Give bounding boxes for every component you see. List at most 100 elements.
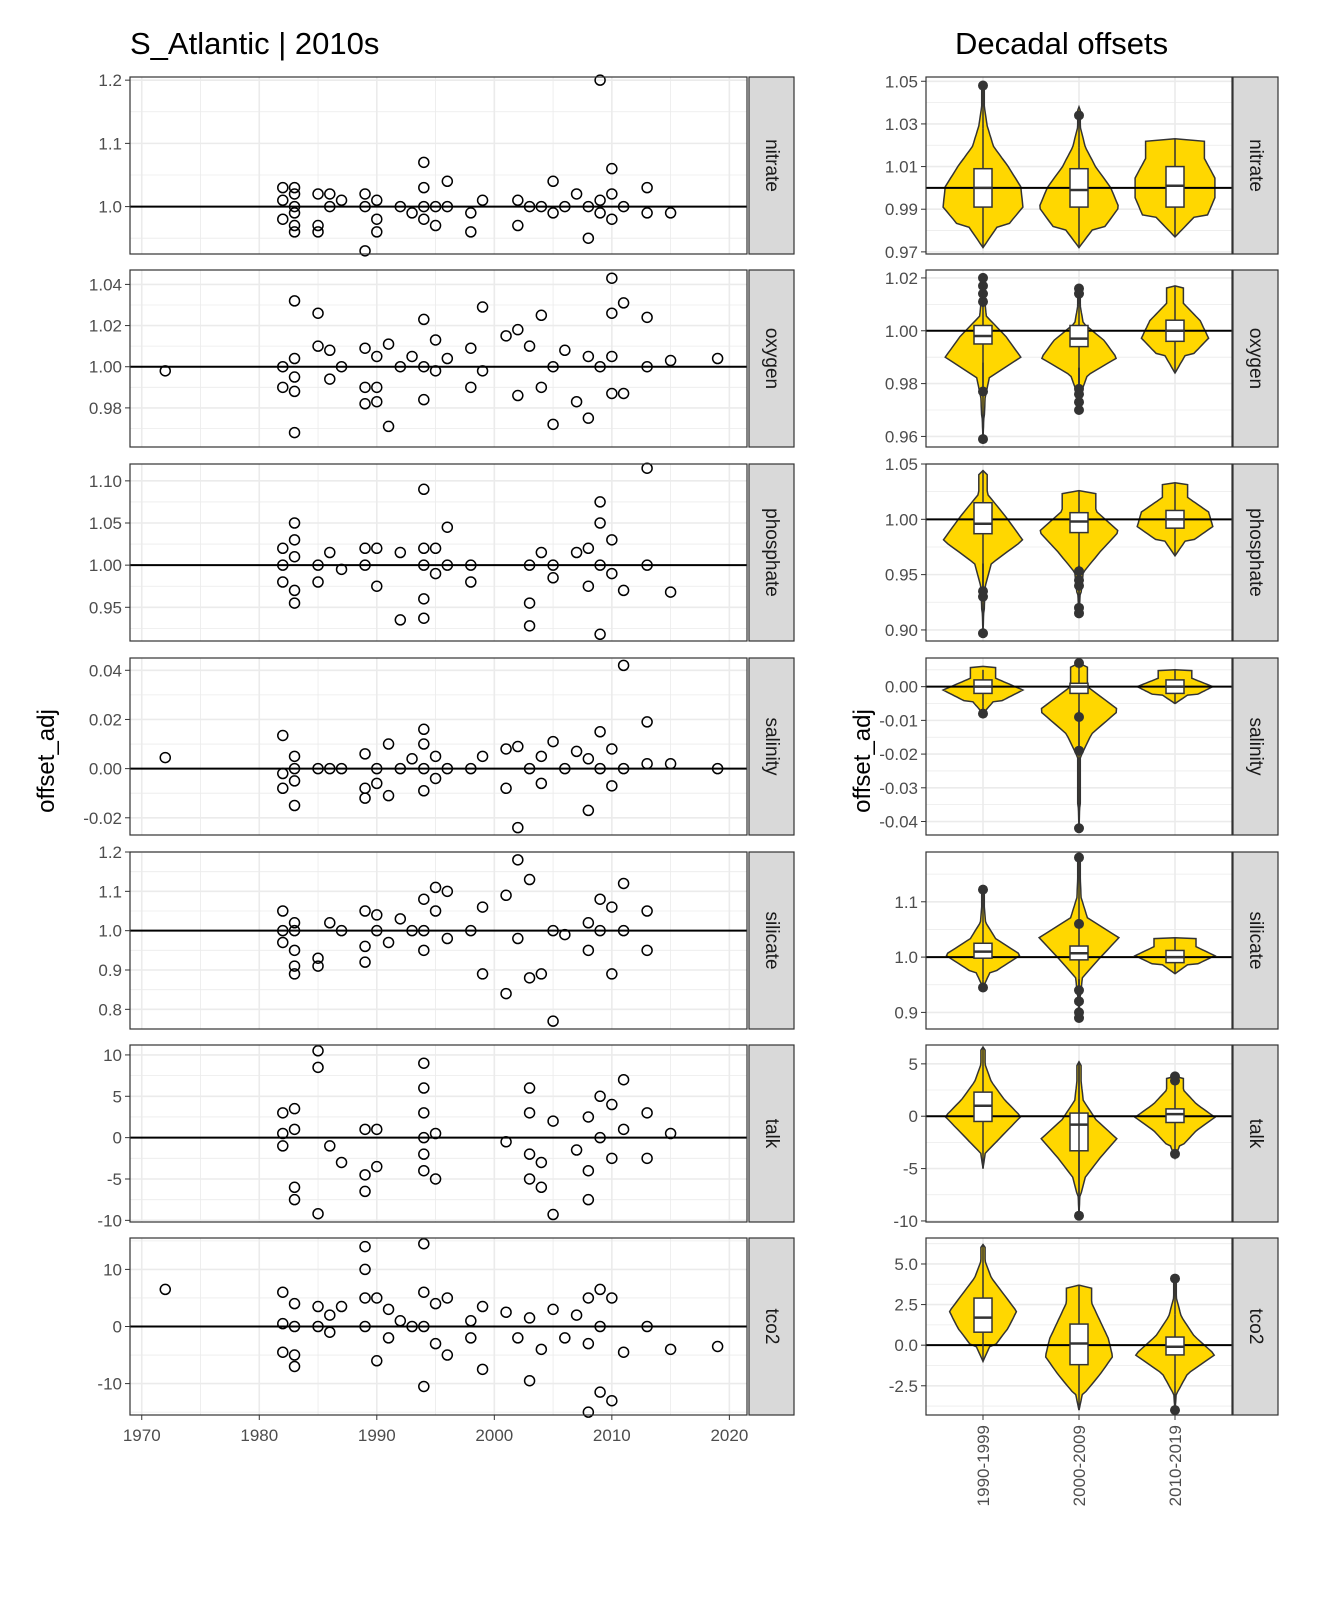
outlier-point: [1074, 823, 1084, 834]
data-point: [547, 1015, 559, 1027]
data-point: [277, 782, 289, 795]
data-point: [523, 200, 536, 213]
facet-strip: [748, 1237, 795, 1416]
data-point: [582, 917, 595, 929]
data-point: [359, 1320, 371, 1333]
y-tick-label: 0.95: [89, 598, 122, 617]
panel-border: [129, 269, 748, 448]
data-point: [594, 194, 606, 207]
data-point: [441, 200, 454, 213]
y-tick-label: 10: [103, 1046, 122, 1065]
data-point: [594, 1386, 606, 1398]
facet-strip: [1232, 463, 1279, 642]
data-point: [606, 272, 618, 284]
data-point: [594, 517, 606, 529]
y-tick-label: 1.1: [98, 134, 122, 153]
outlier-point: [1170, 1148, 1180, 1159]
data-point: [288, 550, 301, 563]
x-tick-label: 2020: [710, 1426, 748, 1445]
data-point: [312, 1300, 324, 1313]
data-point: [606, 780, 618, 792]
data-point: [711, 1340, 724, 1353]
data-point: [582, 542, 595, 555]
left-panel-title: S_Atlantic | 2010s: [130, 26, 379, 61]
data-point: [288, 1181, 301, 1194]
y-tick-label: 0.8: [98, 1000, 122, 1019]
data-point: [288, 295, 301, 307]
box-body: [1069, 324, 1089, 348]
data-point: [664, 1343, 677, 1356]
data-point: [418, 1148, 430, 1160]
data-point: [359, 792, 371, 804]
data-point: [594, 1283, 606, 1296]
data-point: [547, 559, 559, 571]
right-y-axis-label: offset_adj: [849, 709, 876, 813]
data-point: [382, 936, 395, 949]
data-point: [371, 924, 383, 937]
data-point: [617, 1073, 630, 1086]
x-tick-label: 1970: [123, 1426, 161, 1445]
data-point: [335, 360, 348, 373]
y-tick-label: -2.5: [889, 1377, 918, 1396]
data-point: [418, 393, 430, 406]
data-point: [476, 750, 489, 763]
data-point: [277, 194, 289, 207]
data-point: [394, 546, 407, 559]
y-tick-label: 0.90: [885, 621, 918, 640]
data-point: [547, 418, 559, 431]
data-point: [418, 785, 430, 797]
data-point: [418, 1131, 430, 1144]
data-point: [465, 762, 477, 775]
data-point: [418, 213, 430, 225]
data-point: [335, 1156, 348, 1169]
data-point: [617, 387, 630, 400]
facet-strip-label: phosphate: [761, 508, 782, 597]
data-point: [418, 944, 430, 957]
data-point: [371, 381, 383, 394]
data-point: [371, 194, 383, 207]
outlier-point: [978, 272, 988, 283]
panel-background: [130, 270, 747, 447]
data-point: [418, 593, 430, 605]
data-point: [547, 1208, 559, 1221]
data-point: [418, 483, 430, 496]
data-point: [547, 1115, 559, 1127]
data-point: [582, 804, 595, 817]
data-point: [394, 360, 407, 373]
data-point: [418, 1107, 430, 1119]
data-point: [406, 207, 418, 219]
data-point: [277, 767, 289, 780]
data-point: [570, 745, 583, 758]
facet-strip: [1232, 657, 1279, 836]
data-point: [512, 194, 524, 207]
data-point: [594, 628, 606, 641]
data-point: [359, 1292, 371, 1304]
data-point: [312, 340, 324, 352]
data-point: [277, 936, 289, 949]
data-point: [512, 932, 524, 945]
data-point: [582, 753, 595, 765]
data-point: [288, 1102, 301, 1115]
data-point: [418, 738, 430, 750]
data-point: [582, 232, 595, 244]
data-point: [429, 881, 442, 894]
data-point: [382, 738, 395, 750]
x-tick-label: 1990: [358, 1426, 396, 1445]
panel-border: [129, 463, 748, 642]
data-point: [441, 762, 454, 775]
data-point: [371, 226, 383, 238]
data-point: [324, 344, 336, 357]
outlier-point: [1074, 383, 1084, 394]
data-point: [606, 188, 618, 200]
data-point: [500, 743, 512, 755]
data-point: [359, 542, 371, 555]
data-point: [382, 1303, 395, 1316]
data-point: [594, 924, 606, 937]
data-point: [288, 517, 301, 529]
data-point: [418, 181, 430, 194]
outlier-point: [1074, 575, 1084, 586]
data-point: [277, 213, 289, 225]
panel-border: [129, 1044, 748, 1223]
data-point: [359, 245, 371, 257]
outlier-point: [978, 628, 988, 639]
